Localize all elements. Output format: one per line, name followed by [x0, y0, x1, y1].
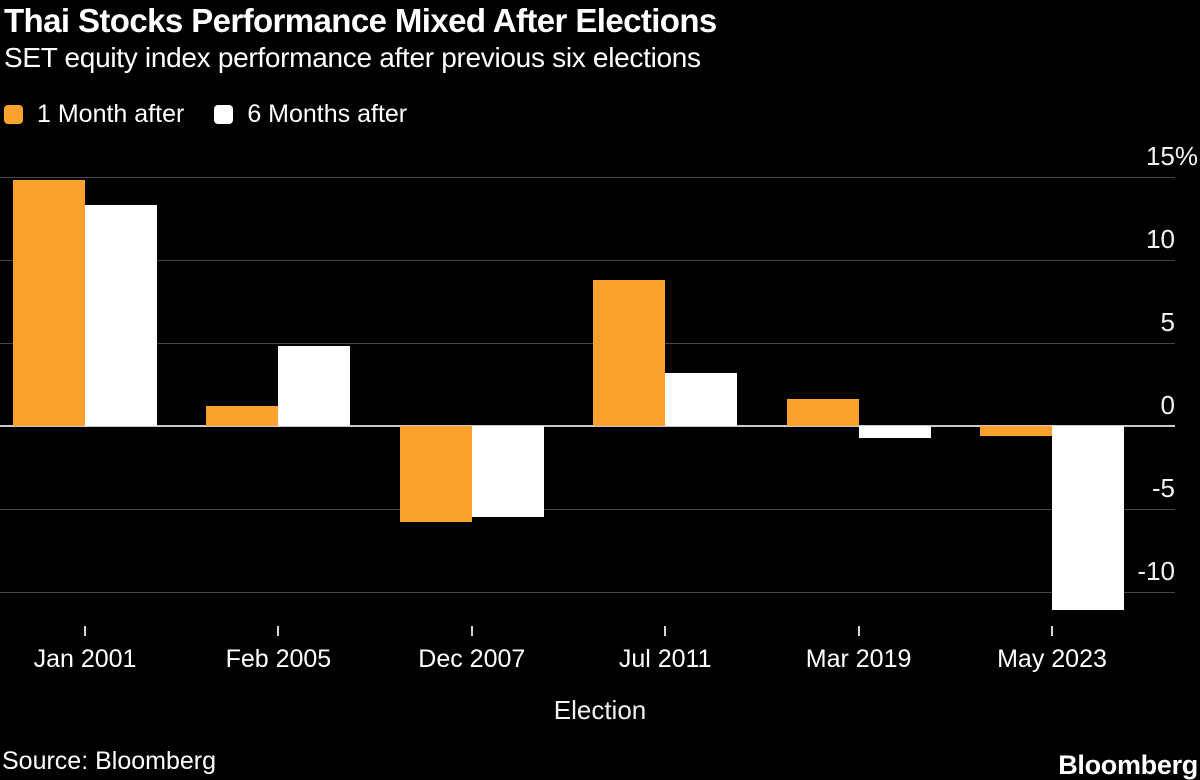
bar-may-2023-1-month-after [980, 426, 1052, 436]
x-axis-label-may-2023: May 2023 [997, 645, 1107, 673]
x-axis-label-feb-2005: Feb 2005 [225, 645, 332, 673]
x-tick-may-2023 [1051, 626, 1053, 636]
bar-jan-2001-1-month-after [13, 180, 85, 426]
bar-dec-2007-6-months-after [471, 426, 544, 518]
bar-feb-2005-6-months-after [278, 346, 351, 426]
bar-mar-2019-1-month-after [786, 399, 859, 426]
legend-label: 6 Months after [247, 100, 408, 128]
x-tick-jan-2001 [84, 626, 86, 636]
legend-swatch-white-icon [214, 105, 234, 124]
bar-may-2023-6-months-after [1052, 426, 1124, 611]
bar-jul-2011-1-month-after [593, 279, 666, 426]
x-axis-label-jul-2011: Jul 2011 [618, 645, 712, 673]
chart-title: Thai Stocks Performance Mixed After Elec… [4, 2, 717, 39]
zero-axis-line [0, 425, 1175, 427]
bar-mar-2019-6-months-after [858, 426, 931, 438]
bar-jul-2011-6-months-after [665, 372, 738, 426]
legend-label: 1 Month after [37, 100, 185, 128]
bar-dec-2007-1-month-after [399, 426, 472, 523]
x-tick-jul-2011 [664, 626, 667, 636]
x-axis-label-dec-2007: Dec 2007 [418, 645, 526, 673]
y-axis-label-0: 0 [1160, 390, 1175, 420]
y-axis-label-10: 10 [1146, 224, 1175, 254]
y-axis-label-15: 15% [1145, 141, 1198, 171]
gridline-5 [0, 342, 1175, 344]
gridline-10 [0, 259, 1175, 261]
gridline-neg10 [0, 591, 1175, 593]
source-attribution: Source: Bloomberg [2, 747, 217, 775]
gridline-15 [0, 176, 1175, 178]
bloomberg-logo: Bloomberg [1058, 750, 1198, 780]
y-axis-label-neg10: -10 [1137, 556, 1175, 586]
legend-swatch-orange-icon [4, 105, 23, 124]
chart-subtitle: SET equity index performance after previ… [4, 42, 701, 73]
gridline-neg5 [0, 508, 1175, 510]
chart-legend: 1 Month after 6 Months after [4, 100, 407, 129]
legend-item-6-months-after: 6 Months after [214, 100, 407, 129]
y-axis-label-neg5: -5 [1151, 473, 1175, 503]
y-axis-label-5: 5 [1160, 307, 1175, 337]
bar-jan-2001-6-months-after [85, 205, 157, 426]
x-tick-mar-2019 [857, 626, 860, 636]
x-tick-dec-2007 [470, 626, 473, 636]
x-axis-label-jan-2001: Jan 2001 [33, 645, 137, 673]
x-tick-feb-2005 [277, 626, 280, 636]
bar-feb-2005-1-month-after [206, 406, 279, 426]
x-axis-title: Election [553, 695, 647, 725]
legend-item-1-month-after: 1 Month after [4, 100, 184, 129]
x-axis-label-mar-2019: Mar 2019 [805, 645, 912, 673]
